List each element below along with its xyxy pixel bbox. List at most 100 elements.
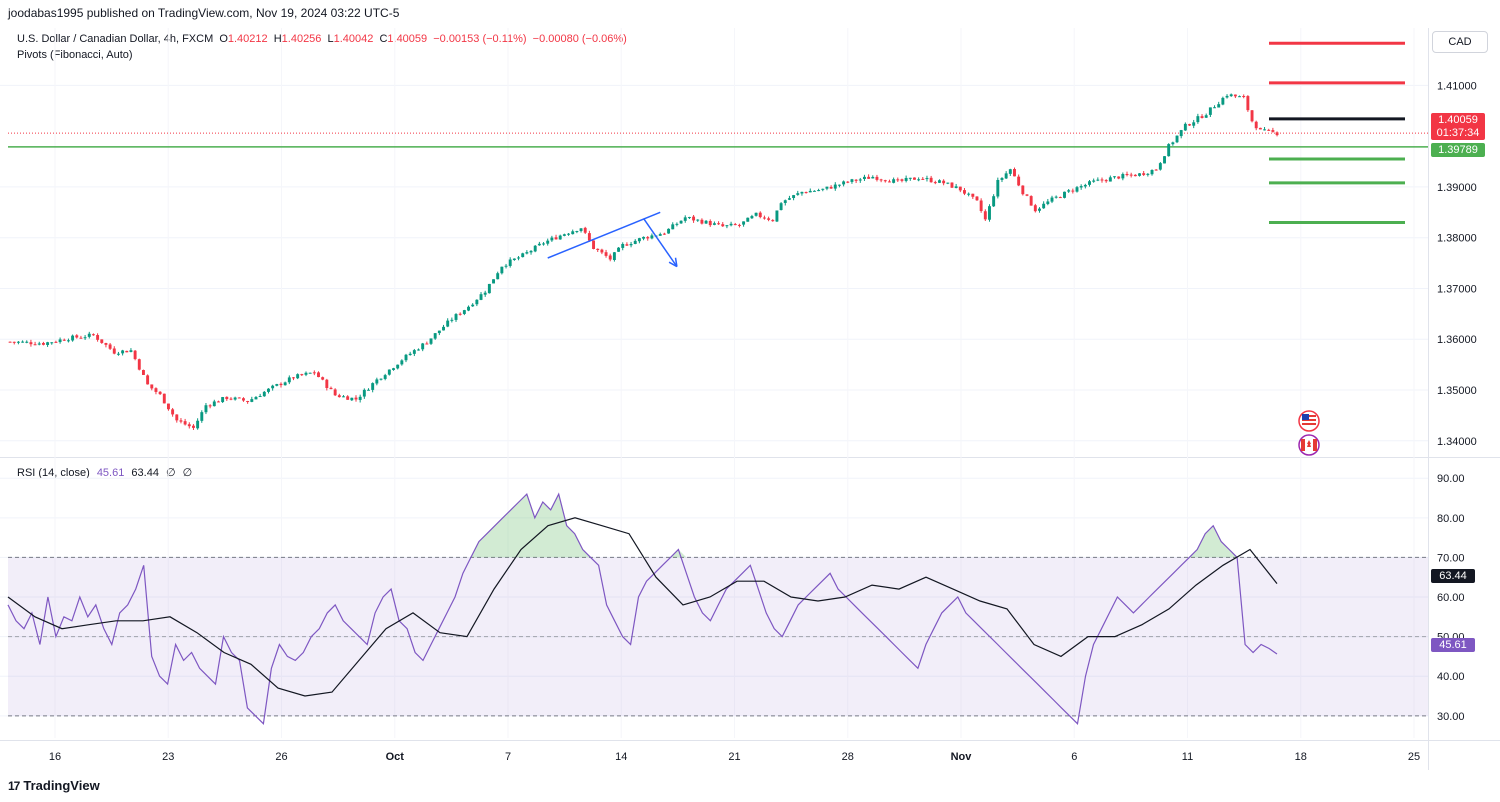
candle <box>1183 122 1187 131</box>
candle <box>1221 96 1225 106</box>
candle <box>892 177 896 184</box>
candle <box>675 222 679 227</box>
candle <box>662 232 666 235</box>
candle <box>171 407 175 417</box>
candle <box>742 221 746 227</box>
time-tick-label: 6 <box>1071 751 1077 763</box>
candle <box>658 232 662 236</box>
publish-header: joodabas1995 published on TradingView.co… <box>8 6 400 20</box>
candle <box>650 233 654 240</box>
candle <box>804 191 808 194</box>
candle <box>1004 171 1008 180</box>
candle <box>325 378 329 391</box>
candle <box>237 397 241 399</box>
candle <box>808 188 812 193</box>
candle <box>271 384 275 391</box>
candle <box>521 252 525 258</box>
rsi-ma-line <box>7 517 1278 697</box>
candle <box>896 177 900 182</box>
candle <box>950 182 954 188</box>
candle <box>187 422 191 429</box>
time-axis[interactable]: 16 23 26 Oct 7 14 21 28 Nov 6 11 18 25 <box>49 751 1420 763</box>
candle <box>946 182 950 185</box>
tradingview-logo-icon: 17 <box>8 778 20 793</box>
candle <box>717 221 721 225</box>
rsi-tick-label: 30.00 <box>1437 711 1465 723</box>
rsi-tick-label: 80.00 <box>1437 513 1465 525</box>
candle <box>1063 191 1066 199</box>
price-axis[interactable]: 1.41000 1.39000 1.38000 1.37000 1.36000 1.350… <box>1437 80 1477 447</box>
candle <box>133 349 137 361</box>
candle <box>988 204 991 222</box>
candle <box>1142 170 1146 177</box>
candle <box>1108 175 1112 182</box>
canada-flag-icon[interactable] <box>1298 434 1320 456</box>
candle <box>225 396 229 401</box>
candle <box>1163 156 1166 164</box>
candle <box>729 221 733 227</box>
candle <box>1008 168 1012 176</box>
price-tick-label: 1.38000 <box>1437 233 1477 245</box>
candle <box>1058 196 1062 199</box>
rsi-label[interactable]: RSI (14, close) <box>17 467 90 479</box>
candle <box>1083 183 1087 189</box>
candle <box>687 216 691 219</box>
candle <box>679 220 683 224</box>
candle <box>1175 135 1179 144</box>
candle <box>71 334 75 342</box>
candle <box>637 237 641 244</box>
candle <box>1146 173 1150 177</box>
trend-line[interactable] <box>547 211 661 259</box>
symbol-name[interactable]: U.S. Dollar / Canadian Dollar, 4h, FXCM <box>17 33 214 45</box>
tradingview-brand[interactable]: 17 TradingView <box>8 778 100 793</box>
candle <box>79 335 83 339</box>
candle <box>621 242 625 251</box>
change-value-2: −0.00080 (−0.06%) <box>532 33 627 45</box>
drawings[interactable] <box>547 211 678 268</box>
candle <box>154 387 158 395</box>
horizontal-line[interactable] <box>8 132 1428 148</box>
candle <box>358 394 362 403</box>
candle <box>212 399 216 407</box>
candle <box>1208 107 1212 118</box>
candle <box>1104 179 1108 183</box>
candle <box>196 418 200 430</box>
candle <box>708 219 712 227</box>
candle <box>333 388 337 397</box>
candle <box>125 350 129 353</box>
candle <box>733 222 737 226</box>
candle <box>933 180 937 185</box>
pivots-legend[interactable]: Pivots (Fibonacci, Auto) <box>17 49 133 61</box>
down-arrow[interactable] <box>642 217 678 268</box>
candle <box>450 317 454 323</box>
candle <box>771 219 775 222</box>
candle <box>1033 203 1037 213</box>
last-price-tag: 1.40059 <box>1431 113 1485 127</box>
candle <box>762 215 766 220</box>
candle <box>1217 101 1221 108</box>
candle <box>737 223 741 228</box>
candle <box>1017 174 1021 187</box>
price-tick-label: 1.36000 <box>1437 334 1477 346</box>
candle <box>412 348 416 357</box>
candle <box>1038 207 1041 213</box>
candle <box>1125 171 1129 177</box>
candle <box>592 240 596 250</box>
candle <box>25 340 29 344</box>
candle <box>492 279 495 284</box>
candle <box>517 255 520 261</box>
candle <box>525 250 529 255</box>
candle <box>1025 194 1029 197</box>
currency-button[interactable]: CAD <box>1432 31 1488 53</box>
candle <box>362 388 366 399</box>
candle <box>400 359 404 366</box>
us-flag-icon[interactable] <box>1298 410 1320 432</box>
candle <box>1129 172 1133 178</box>
candle <box>308 372 312 374</box>
candle <box>1029 195 1033 206</box>
hline-price-tag: 1.39789 <box>1431 143 1485 157</box>
price-tick-label: 1.35000 <box>1437 385 1477 397</box>
candle <box>938 179 941 184</box>
